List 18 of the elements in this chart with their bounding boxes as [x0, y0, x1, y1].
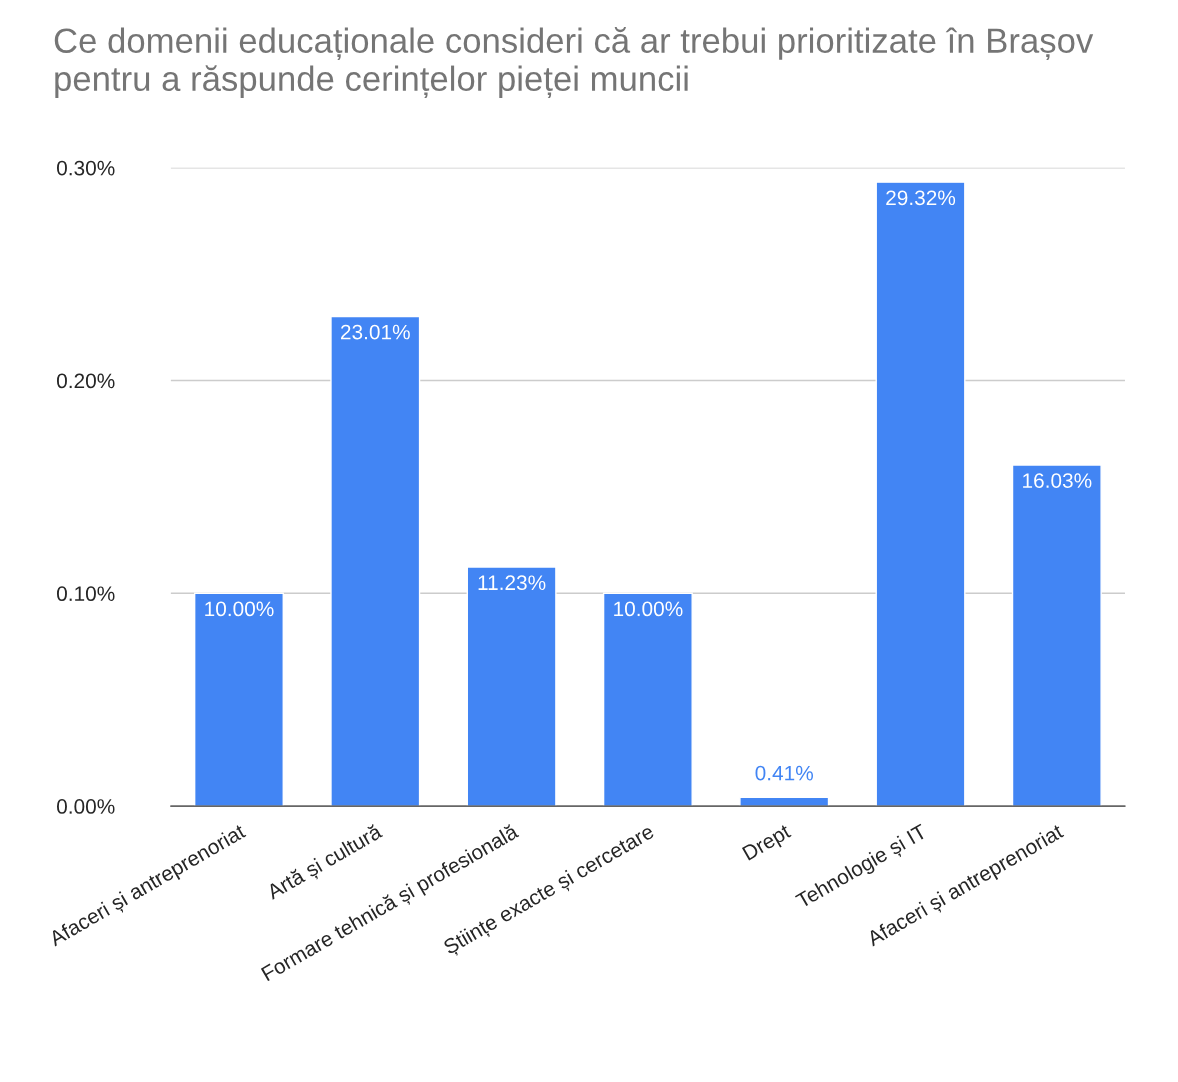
bar [875, 181, 966, 807]
data-label: 10.00% [205, 601, 274, 617]
bar [602, 592, 693, 807]
data-label: 16.03% [1023, 473, 1092, 488]
bar [193, 592, 284, 807]
bar [330, 315, 421, 807]
data-label: 29.32% [886, 190, 956, 206]
y-tick-label: 0.30% [57, 160, 115, 176]
data-label: 23.01% [341, 324, 410, 340]
y-tick-label: 0.00% [57, 799, 115, 814]
data-label: 11.23% [478, 575, 546, 591]
bar [1011, 464, 1102, 807]
bar [466, 566, 557, 807]
data-label: 0.41% [755, 765, 814, 781]
data-label: 10.00% [614, 601, 683, 617]
y-tick-label: 0.10% [57, 586, 115, 602]
y-tick-label: 0.20% [57, 373, 115, 389]
chart-title: Ce domenii educaționale consideri că ar trebui prioritizate în Brașov pentru a răspunde cerințelor pieței muncii [54, 27, 1094, 99]
